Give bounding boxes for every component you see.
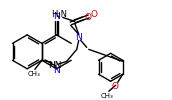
Text: O: O (111, 82, 118, 91)
Text: N: N (53, 66, 60, 75)
Text: O: O (90, 10, 97, 19)
Text: O: O (84, 13, 91, 22)
Text: CH₃: CH₃ (28, 71, 40, 77)
Text: N: N (53, 12, 60, 21)
Text: N: N (75, 33, 82, 42)
Text: HN: HN (48, 61, 62, 70)
Text: H₂N: H₂N (51, 10, 67, 19)
Text: CH₃: CH₃ (100, 93, 113, 99)
